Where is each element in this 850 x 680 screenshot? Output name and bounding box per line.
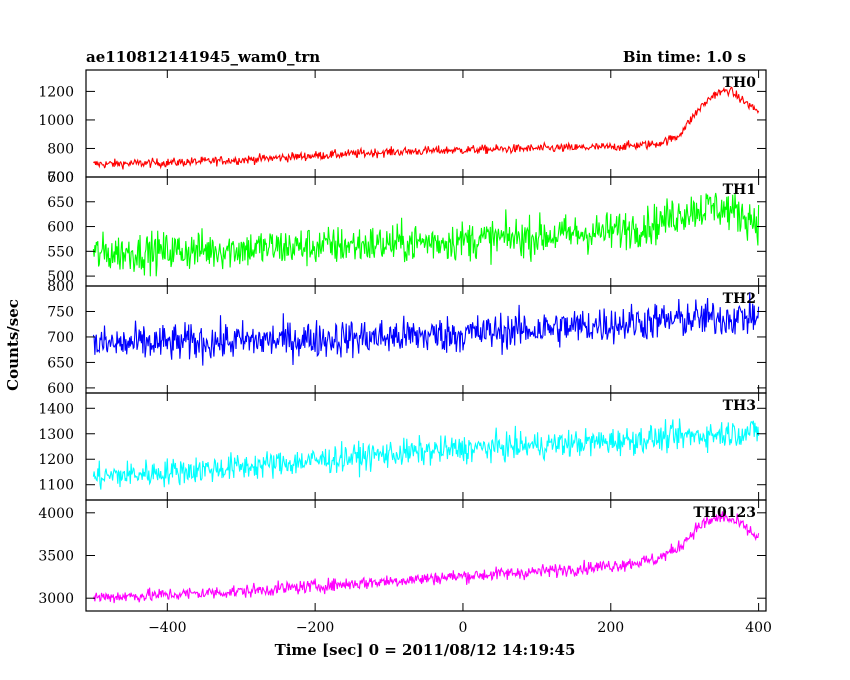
panel-th0: 600 800 1000 1200 TH0: [38, 69, 767, 186]
panel-label: TH0: [723, 75, 757, 91]
y-tick-label: 1300: [38, 427, 74, 443]
panel-stack: 600 800 1000 1200 TH0 500 550 600 650 700 TH1 600 65…: [38, 69, 767, 612]
x-axis: −400 −200 0 200 400: [148, 620, 772, 636]
x-tick-label: −200: [296, 620, 334, 636]
y-tick-label: 700: [47, 330, 74, 346]
series-line-th0123: [92, 511, 760, 604]
panel-th0123: 3000 3500 4000 TH0123: [38, 499, 767, 612]
x-tick-label: −400: [148, 620, 186, 636]
y-tick-label: 4000: [38, 506, 74, 522]
x-axis-label: Time [sec] 0 = 2011/08/12 14:19:45: [275, 641, 576, 659]
y-tick-label: 550: [47, 244, 74, 260]
panel-th3: 1100 1200 1300 1400 TH3: [38, 392, 767, 501]
y-tick-label: 1000: [38, 113, 74, 129]
panel-th1: 500 550 600 650 700 TH1: [47, 170, 767, 287]
panel-label: TH2: [723, 291, 756, 307]
y-tick-label: 3500: [38, 549, 74, 565]
series-line-th1: [92, 192, 760, 277]
panel-frame: [85, 176, 767, 287]
y-tick-label: 500: [47, 269, 74, 285]
series-line-th3: [92, 418, 760, 490]
x-tick-label: 0: [458, 620, 467, 636]
panel-label: TH0123: [693, 505, 756, 521]
y-tick-label: 800: [47, 141, 74, 157]
y-tick-label: 600: [47, 381, 74, 397]
y-tick-label: 800: [47, 279, 74, 295]
panel-label: TH3: [723, 398, 756, 414]
bin-time-label: Bin time: 1.0 s: [623, 48, 746, 66]
y-tick-label: 750: [47, 304, 74, 320]
series-line-th2: [92, 292, 760, 366]
panel-label: TH1: [723, 182, 756, 198]
x-tick-label: 200: [597, 620, 624, 636]
y-tick-label: 3000: [38, 591, 74, 607]
y-tick-label: 650: [47, 195, 74, 211]
y-tick-label: 600: [47, 170, 74, 186]
y-tick-label: 700: [47, 170, 74, 186]
series-line-th0: [93, 86, 760, 170]
y-tick-label: 1400: [38, 401, 74, 417]
y-tick-label: 1200: [38, 84, 74, 100]
chart-title: ae110812141945_wam0_trn: [86, 48, 320, 66]
y-tick-label: 1100: [38, 478, 74, 494]
panel-th2: 600 650 700 750 800 TH2: [47, 279, 767, 397]
y-tick-label: 600: [47, 220, 74, 236]
y-tick-label: 650: [47, 355, 74, 371]
y-axis-label: Counts/sec: [4, 299, 22, 391]
x-tick-label: 400: [745, 620, 772, 636]
y-tick-label: 1200: [38, 452, 74, 468]
